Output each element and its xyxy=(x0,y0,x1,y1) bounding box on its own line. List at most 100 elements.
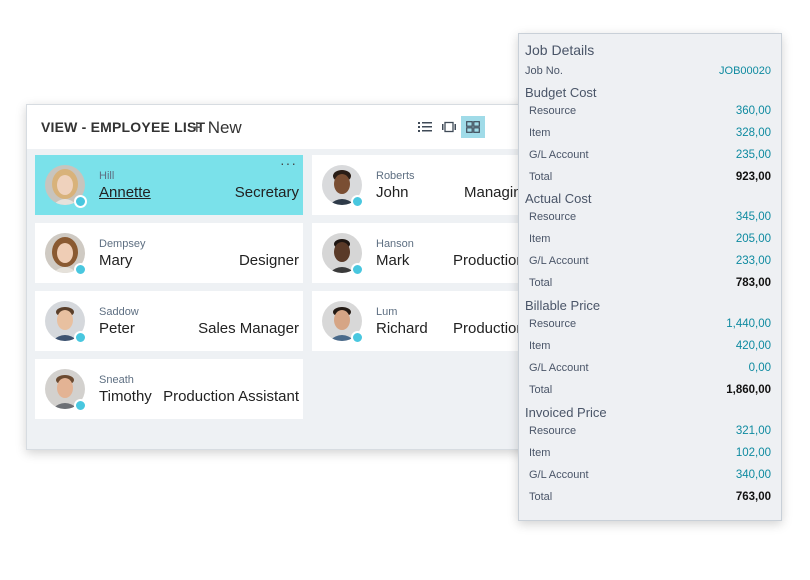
section-title: Budget Cost xyxy=(525,85,597,100)
row-value[interactable]: 340,00 xyxy=(735,469,771,481)
row-value[interactable]: 0,00 xyxy=(748,362,771,374)
row-value[interactable]: 235,00 xyxy=(735,149,771,161)
row-label: Item xyxy=(529,447,551,459)
row-label: G/L Account xyxy=(529,469,589,481)
employee-first-name: Mark xyxy=(376,252,410,269)
job-no-label: Job No. xyxy=(525,65,563,77)
status-dot xyxy=(74,399,87,412)
employee-first-name: John xyxy=(376,184,409,201)
employee-tile-saddow[interactable]: Saddow Peter Sales Manager xyxy=(35,291,303,351)
cost-row: Item 205,00 xyxy=(519,233,781,249)
employee-job-title: Managing xyxy=(464,184,530,201)
total-row: Total 923,00 xyxy=(519,171,781,187)
row-label: G/L Account xyxy=(529,255,589,267)
new-button-label: New xyxy=(207,118,242,137)
tile-view-icon xyxy=(442,121,456,133)
status-dot xyxy=(74,263,87,276)
employee-last-name: Dempsey xyxy=(99,238,146,250)
list-view-button[interactable] xyxy=(413,116,437,138)
job-no-value[interactable]: JOB00020 xyxy=(719,65,771,77)
row-value[interactable]: 102,00 xyxy=(735,447,771,459)
employee-first-name-link[interactable]: Annette xyxy=(99,184,151,201)
employee-job-title: Production xyxy=(453,320,525,337)
employee-tile-sneath[interactable]: Sneath Timothy Production Assistant xyxy=(35,359,303,419)
section-title: Billable Price xyxy=(525,298,601,313)
brick-view-button[interactable] xyxy=(461,116,485,138)
row-value[interactable]: 205,00 xyxy=(735,233,771,245)
employee-job-title: Designer xyxy=(238,252,299,269)
total-row: Total 1,860,00 xyxy=(519,384,781,400)
avatar xyxy=(45,165,85,205)
row-label: Item xyxy=(529,233,551,245)
plus-icon: + xyxy=(191,117,203,139)
more-options-button[interactable]: ··· xyxy=(280,155,297,171)
list-header: VIEW - EMPLOYEE LIST + New xyxy=(27,105,565,149)
row-label: G/L Account xyxy=(529,149,589,161)
employee-job-title: Production xyxy=(453,252,525,269)
employee-last-name: Lum xyxy=(376,306,398,318)
employee-first-name: Timothy xyxy=(99,388,152,405)
section-title: Actual Cost xyxy=(525,191,592,206)
new-button[interactable]: + New xyxy=(191,115,242,141)
budget-cost-section: Budget Cost Resource 360,00 Item 328,00 … xyxy=(519,85,781,189)
row-label: Resource xyxy=(529,211,577,223)
employee-list-panel: VIEW - EMPLOYEE LIST + New xyxy=(26,104,566,450)
row-value: 763,00 xyxy=(735,491,771,503)
cost-row: Item 328,00 xyxy=(519,127,781,143)
cost-row: Resource 360,00 xyxy=(519,105,781,121)
employee-job-title: Production Assistant xyxy=(163,388,299,405)
total-row: Total 763,00 xyxy=(519,491,781,507)
cost-row: Item 102,00 xyxy=(519,447,781,463)
job-details-pane: Job Details Job No. JOB00020 Budget Cost… xyxy=(518,33,782,521)
employee-tile-dempsey[interactable]: Dempsey Mary Designer xyxy=(35,223,303,283)
cost-row: G/L Account 340,00 xyxy=(519,469,781,485)
job-details-title: Job Details xyxy=(525,42,595,58)
brick-view-icon xyxy=(466,121,480,133)
row-label: Total xyxy=(529,277,553,289)
employee-first-name: Peter xyxy=(99,320,135,337)
invoiced-price-section: Invoiced Price Resource 321,00 Item 102,… xyxy=(519,405,781,509)
row-value[interactable]: 328,00 xyxy=(735,127,771,139)
avatar xyxy=(45,233,85,273)
row-value: 923,00 xyxy=(735,171,771,183)
row-label: G/L Account xyxy=(529,362,589,374)
employee-job-title: Sales Manager xyxy=(198,320,299,337)
employee-tiles: Hill Annette Secretary ··· Roberts John … xyxy=(27,149,565,449)
avatar xyxy=(322,301,362,341)
employee-job-title: Secretary xyxy=(234,184,299,201)
cost-row: G/L Account 233,00 xyxy=(519,255,781,271)
row-label: Total xyxy=(529,384,553,396)
employee-first-name: Mary xyxy=(99,252,133,269)
page-title: VIEW - EMPLOYEE LIST xyxy=(41,119,206,135)
employee-tile-hill[interactable]: Hill Annette Secretary ··· xyxy=(35,155,303,215)
status-dot xyxy=(74,195,87,208)
row-label: Resource xyxy=(529,105,577,117)
employee-last-name: Hill xyxy=(99,170,115,182)
row-label: Item xyxy=(529,340,551,352)
employee-first-name: Richard xyxy=(376,320,428,337)
total-row: Total 783,00 xyxy=(519,277,781,293)
row-value[interactable]: 420,00 xyxy=(735,340,771,352)
cost-row: Resource 321,00 xyxy=(519,425,781,441)
row-value: 783,00 xyxy=(735,277,771,289)
status-dot xyxy=(351,263,364,276)
cost-row: G/L Account 235,00 xyxy=(519,149,781,165)
row-label: Total xyxy=(529,171,553,183)
employee-last-name: Hanson xyxy=(376,238,414,250)
section-title: Invoiced Price xyxy=(525,405,607,420)
row-value[interactable]: 1,440,00 xyxy=(726,318,771,330)
status-dot xyxy=(351,195,364,208)
tile-view-button[interactable] xyxy=(437,116,461,138)
actual-cost-section: Actual Cost Resource 345,00 Item 205,00 … xyxy=(519,191,781,295)
status-dot xyxy=(74,331,87,344)
row-label: Resource xyxy=(529,425,577,437)
row-value[interactable]: 360,00 xyxy=(735,105,771,117)
row-label: Item xyxy=(529,127,551,139)
employee-last-name: Saddow xyxy=(99,306,139,318)
employee-last-name: Sneath xyxy=(99,374,134,386)
row-value[interactable]: 321,00 xyxy=(735,425,771,437)
row-value[interactable]: 345,00 xyxy=(735,211,771,223)
employee-last-name: Roberts xyxy=(376,170,415,182)
row-label: Resource xyxy=(529,318,577,330)
row-value[interactable]: 233,00 xyxy=(735,255,771,267)
